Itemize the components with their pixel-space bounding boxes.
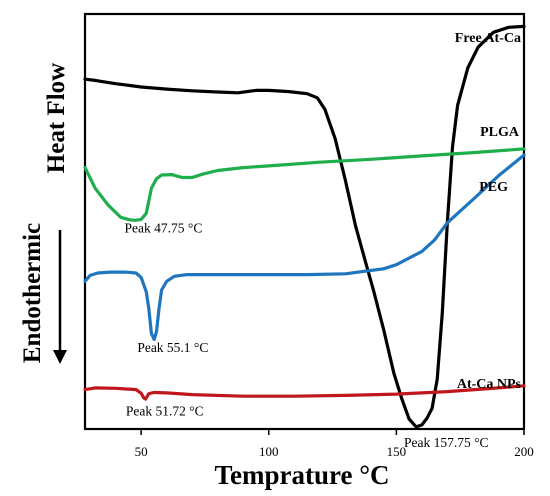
peak-annotation-free-at-ca: Peak 157.75 °C <box>404 435 489 450</box>
plot-frame <box>83 12 526 431</box>
peak-annotation-plga: Peak 47.75 °C <box>125 220 203 235</box>
x-axis-ticks <box>140 429 525 435</box>
series-line-peg <box>83 153 526 341</box>
series-line-plga <box>83 147 526 222</box>
x-tick-label-100: 100 <box>259 444 279 459</box>
series-label-free-at-ca: Free At-Ca <box>455 31 521 46</box>
series-line-at-ca-nps <box>83 384 526 401</box>
series-label-at-ca-nps: At-Ca NPs <box>457 377 522 392</box>
x-tick-label-200: 200 <box>514 444 534 459</box>
x-axis-title: Temprature °C <box>214 460 389 490</box>
y-axis-title-endothermic: Endothermic <box>19 223 46 363</box>
peak-annotation-at-ca-nps: Peak 51.72 °C <box>126 403 204 418</box>
endothermic-arrow-icon <box>53 230 67 364</box>
series-line-free-at-ca <box>83 24 526 429</box>
x-tick-label-50: 50 <box>135 444 148 459</box>
x-tick-label-150: 150 <box>387 444 407 459</box>
series-label-plga: PLGA <box>480 125 520 140</box>
series-label-peg: PEG <box>479 180 508 195</box>
peak-annotation-peg: Peak 55.1 °C <box>137 340 208 355</box>
y-axis-title-heat-flow: Heat Flow <box>43 63 70 173</box>
